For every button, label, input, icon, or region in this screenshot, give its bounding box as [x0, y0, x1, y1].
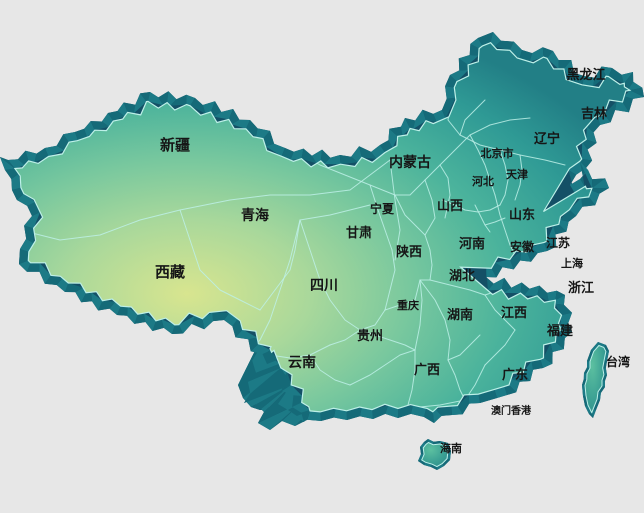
svg-text:黑龙江: 黑龙江: [566, 67, 605, 82]
svg-text:广西: 广西: [414, 362, 440, 377]
svg-text:江西: 江西: [501, 305, 527, 320]
svg-text:福建: 福建: [546, 323, 573, 338]
svg-text:江苏: 江苏: [546, 235, 570, 250]
svg-text:青海: 青海: [241, 207, 269, 223]
svg-text:天津: 天津: [506, 167, 528, 181]
svg-text:澳门香港: 澳门香港: [491, 404, 532, 417]
svg-text:甘肃: 甘肃: [346, 225, 372, 240]
svg-text:吉林: 吉林: [581, 106, 607, 121]
svg-text:重庆: 重庆: [397, 298, 419, 312]
svg-text:四川: 四川: [310, 277, 338, 293]
svg-text:浙江: 浙江: [568, 280, 594, 295]
svg-text:上海: 上海: [561, 256, 583, 270]
svg-text:海南: 海南: [440, 441, 462, 455]
svg-text:贵州: 贵州: [357, 328, 383, 343]
svg-text:山东: 山东: [509, 207, 535, 222]
svg-text:内蒙古: 内蒙古: [389, 154, 431, 170]
svg-text:山西: 山西: [437, 198, 463, 213]
svg-text:安徽: 安徽: [510, 239, 535, 254]
svg-text:北京市: 北京市: [481, 146, 514, 160]
svg-text:辽宁: 辽宁: [534, 131, 560, 146]
svg-text:台湾: 台湾: [606, 354, 630, 369]
svg-text:云南: 云南: [288, 354, 316, 370]
svg-text:陕西: 陕西: [396, 244, 422, 259]
svg-text:广东: 广东: [502, 367, 528, 382]
svg-text:湖北: 湖北: [449, 268, 475, 283]
svg-text:宁夏: 宁夏: [370, 201, 395, 216]
svg-text:湖南: 湖南: [447, 307, 473, 322]
svg-text:河北: 河北: [472, 174, 494, 188]
svg-text:西藏: 西藏: [155, 263, 185, 281]
svg-text:河南: 河南: [459, 236, 485, 251]
svg-text:新疆: 新疆: [160, 136, 190, 154]
